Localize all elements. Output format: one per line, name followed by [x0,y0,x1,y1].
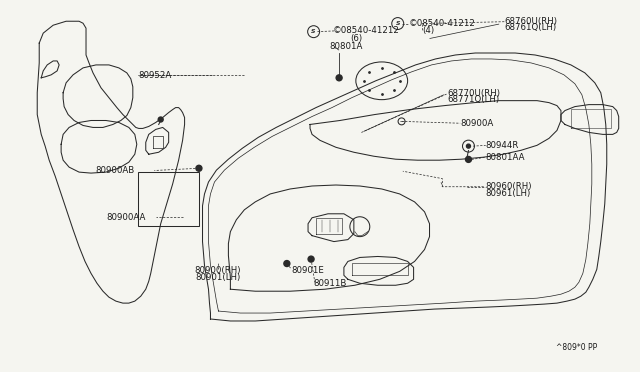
Circle shape [284,260,290,266]
Text: 68770U(RH): 68770U(RH) [447,89,500,98]
Text: 80961(LH): 80961(LH) [486,189,531,198]
Text: 80901E: 80901E [291,266,324,275]
Circle shape [196,165,202,171]
Text: 80801AA: 80801AA [486,153,525,162]
Text: 80900AA: 80900AA [106,213,146,222]
Text: 80911B: 80911B [314,279,347,288]
Text: 80960(RH): 80960(RH) [486,182,532,191]
Text: ©08540-41212: ©08540-41212 [409,19,476,28]
Circle shape [336,75,342,81]
Circle shape [465,157,472,163]
Text: ^809*0 PP: ^809*0 PP [556,343,597,352]
Text: (4): (4) [422,26,434,35]
Text: 80801A: 80801A [330,42,363,51]
Text: 80952A: 80952A [138,71,172,80]
Text: 80900A: 80900A [460,119,493,128]
Circle shape [467,144,470,148]
Circle shape [158,117,163,122]
Text: 80900(RH): 80900(RH) [195,266,241,275]
Text: 80944R: 80944R [486,141,519,150]
Text: S: S [396,21,400,26]
Text: (6): (6) [351,34,363,43]
Text: 68761Q(LH): 68761Q(LH) [505,23,557,32]
Text: 68760U(RH): 68760U(RH) [505,17,558,26]
Text: S: S [312,29,316,34]
Text: ©08540-41212: ©08540-41212 [333,26,399,35]
Text: 80901(LH): 80901(LH) [195,273,241,282]
Text: 68771Q(LH): 68771Q(LH) [447,96,500,105]
Circle shape [308,256,314,262]
Bar [138,172,199,226]
Text: 80900AB: 80900AB [96,166,135,175]
